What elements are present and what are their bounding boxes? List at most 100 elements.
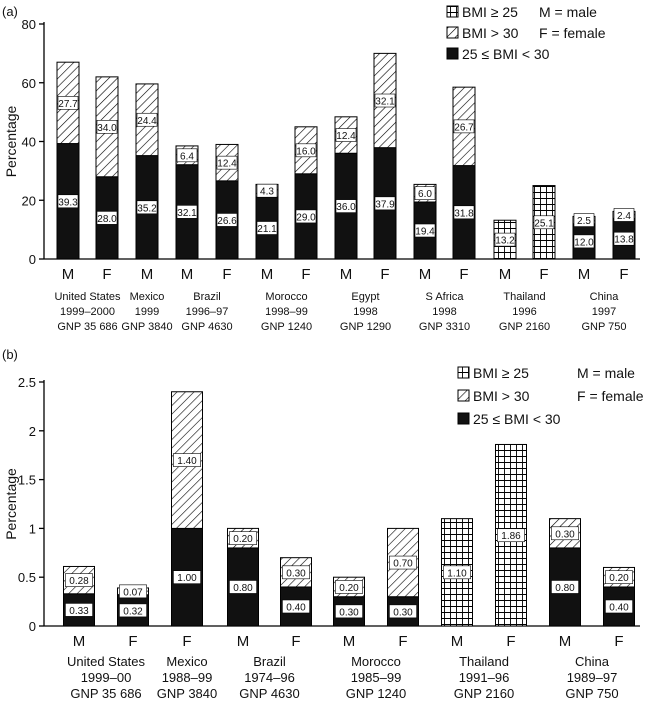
legend-swatch-bmi25plus: [457, 366, 470, 379]
data-label-overweight: 39.3: [58, 197, 78, 208]
data-label-obese: 0.30: [555, 529, 575, 540]
y-tick-label: 2.5: [18, 375, 36, 390]
group-caption-line: Brazil: [193, 291, 221, 303]
data-label-box: [414, 186, 436, 200]
legend-label-bmi25plus: BMI ≥ 25: [462, 4, 518, 20]
sex-label: M: [73, 633, 86, 650]
legend-note: M = male: [539, 4, 597, 20]
group-caption-line: 1989–97: [567, 670, 618, 685]
data-label-obese: 1.40: [177, 456, 197, 467]
legend: BMI ≥ 25 BMI > 30 25 ≤ BMI < 30 M = male F =…: [446, 4, 606, 62]
sex-label: M: [141, 266, 154, 283]
group-caption-line: Egypt: [351, 291, 379, 303]
sex-label: F: [619, 266, 628, 283]
data-label-obese: 16.0: [296, 146, 316, 157]
legend-note: M = male: [577, 365, 635, 381]
data-label-box: [65, 573, 93, 587]
y-tick-label: 80: [22, 17, 36, 32]
data-label-obese: 12.4: [336, 131, 356, 142]
data-label-box: [335, 604, 363, 619]
data-label-bmi25plus: 1.86: [501, 531, 521, 542]
sex-label: F: [291, 633, 300, 650]
group-caption-line: 1985–99: [351, 670, 402, 685]
group-caption-line: GNP 4630: [181, 321, 232, 333]
data-label-box: [119, 603, 147, 618]
sex-label: M: [419, 266, 432, 283]
sex-label: F: [459, 266, 468, 283]
bar-group: 13.2 M 25.1 F Thailand 1996 GNP 2160: [493, 185, 556, 333]
data-label-obese: 0.70: [393, 559, 413, 570]
data-label-box: [605, 570, 633, 585]
data-label-box: [613, 208, 635, 222]
group-caption-line: 1999–00: [81, 670, 132, 685]
data-label-box: [229, 531, 257, 545]
bar-group: 39.3 27.7 M 28.0 34.0 F United States 1999–2000…: [54, 61, 121, 333]
sex-label: M: [62, 266, 75, 283]
data-label-box: [295, 209, 317, 224]
data-label-box: [453, 205, 475, 220]
data-label-overweight: 29.0: [296, 212, 316, 223]
data-label-box: [57, 96, 79, 110]
group-caption-line: China: [590, 291, 620, 303]
legend-label-bmi25plus: BMI ≥ 25: [473, 365, 529, 381]
panel-tag: (a): [2, 4, 18, 19]
data-label-box: [551, 526, 579, 541]
data-label-obese: 0.28: [69, 576, 89, 587]
y-tick-label: 40: [22, 135, 36, 150]
data-label-box: [96, 120, 118, 134]
data-label-box: [389, 604, 417, 619]
data-label-obese: 32.1: [375, 97, 395, 108]
legend-swatch-overweight: [457, 412, 470, 425]
group-caption-line: GNP 2160: [499, 321, 550, 333]
data-label-box: [282, 565, 310, 580]
group-caption-line: 1974–96: [244, 670, 295, 685]
data-label-box: [613, 231, 635, 246]
y-tick-label: 0: [29, 619, 36, 634]
y-axis-label: Percentage: [3, 468, 19, 540]
data-label-obese: 4.3: [260, 187, 274, 198]
group-caption-line: 1998–99: [265, 306, 308, 318]
group-caption-line: GNP 3310: [419, 321, 470, 333]
data-label-overweight: 12.0: [574, 237, 594, 248]
bar-group: 12.0 2.5 M 13.8 2.4 F China 1997 GNP 750: [572, 208, 636, 333]
data-label-obese: 0.07: [123, 587, 143, 598]
group-caption-line: United States: [67, 654, 146, 669]
group-caption-line: GNP 1290: [340, 321, 391, 333]
sex-label: F: [301, 266, 310, 283]
data-label-obese: 0.20: [339, 583, 359, 594]
legend-label-obese: BMI > 30: [473, 388, 530, 404]
data-label-overweight: 0.32: [123, 606, 143, 617]
data-label-box: [533, 215, 555, 230]
data-label-box: [119, 584, 147, 599]
data-label-overweight: 1.00: [177, 573, 197, 584]
data-label-box: [173, 453, 201, 467]
y-tick-label: 2: [29, 424, 36, 439]
group-caption-line: GNP 3840: [121, 321, 172, 333]
data-label-box: [494, 232, 516, 247]
data-label-overweight: 0.30: [393, 607, 413, 618]
data-label-box: [414, 223, 436, 238]
y-tick-label: 0.5: [18, 570, 36, 585]
y-axis-label: Percentage: [3, 105, 19, 177]
data-label-overweight: 0.40: [286, 602, 306, 613]
sex-label: M: [343, 633, 356, 650]
legend-note: F = female: [577, 388, 644, 404]
bar-group: 19.4 6.0 M 31.8 26.7 F S Africa 1998 GNP 3310: [413, 86, 476, 333]
data-label-overweight: 0.80: [555, 583, 575, 594]
panel-a: (a) 0 20 40 60 80 Percentage BMI ≥ 25 BMI > 30 25…: [2, 4, 640, 333]
sex-label: F: [182, 633, 191, 650]
group-caption-line: Morocco: [265, 291, 307, 303]
legend-label-obese: BMI > 30: [462, 25, 519, 41]
group-caption-line: 1996: [512, 306, 536, 318]
data-label-obese: 2.5: [577, 216, 591, 227]
group-caption-line: GNP 35 686: [57, 321, 117, 333]
data-label-overweight: 0.80: [233, 583, 253, 594]
data-label-box: [176, 205, 198, 219]
data-label-box: [605, 599, 633, 614]
data-label-overweight: 0.33: [69, 606, 89, 617]
